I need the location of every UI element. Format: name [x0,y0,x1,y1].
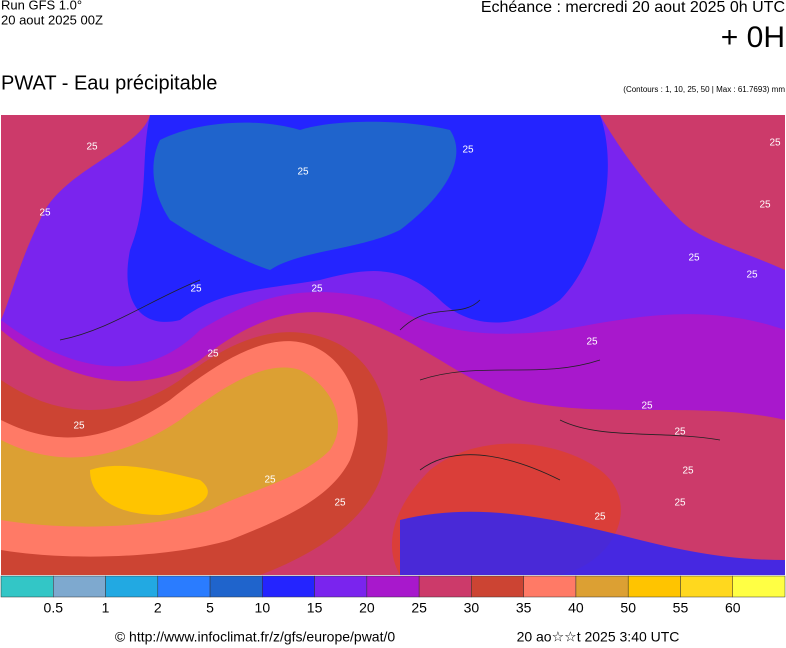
field-55 [90,465,208,515]
forecast-offset: + 0H [721,21,785,54]
colorbar-swatch [418,575,472,598]
contour-label: 25 [39,208,51,219]
colorbar: 0.5 1 2 5 10 15 20 25 30 35 40 50 55 60 [0,575,786,616]
contour-label: 25 [86,142,98,153]
colorbar-swatch [262,575,315,598]
run-date: 20 aout 2025 00Z [1,12,103,27]
colorbar-swatch [0,575,54,598]
colorbar-label: 10 [255,600,271,616]
colorbar-label: 1 [102,600,110,616]
colorbar-swatch [732,575,786,598]
colorbar-swatch [53,575,106,598]
colorbar-swatch [471,575,524,598]
contour-label: 25 [746,270,758,281]
generated-time: 20 ao☆☆t 2025 3:40 UTC [517,629,680,645]
colorbar-swatch [523,575,577,598]
field-50 [1,367,339,527]
contour-label: 25 [759,200,771,211]
field-25-north [1,115,150,320]
colorbar-label: 0.5 [44,600,64,616]
colorbar-swatch [157,575,211,598]
contour-label: 25 [594,512,606,523]
colorbar-label: 35 [516,600,532,616]
contours-note: (Contours : 1, 10, 25, 50 | Max : 61.769… [623,85,785,94]
field-15-sahara [400,511,785,575]
colorbar-label: 2 [154,600,162,616]
colorbar-label: 20 [359,600,375,616]
contour-label: 25 [674,498,686,509]
run-label: Run GFS 1.0° [1,0,82,12]
contour-label: 25 [334,498,346,509]
colorbar-label: 60 [725,600,741,616]
colorbar-swatch [314,575,368,598]
contour-label: 25 [586,337,598,348]
contour-label: 25 [264,475,276,486]
colorbar-swatch [627,575,681,598]
field-25-east [600,115,785,270]
contour-labels: 25 25 25 25 25 25 25 25 25 25 25 25 25 25 25 25 25 25 25 25 [39,138,781,523]
contour-label: 25 [769,138,781,149]
colorbar-label: 50 [620,600,636,616]
colorbar-label: 55 [673,600,689,616]
contour-label: 25 [297,167,309,178]
colorbar-swatch [366,575,420,598]
contour-label: 25 [641,401,653,412]
colorbar-label: 25 [411,600,427,616]
source-url: © http://www.infoclimat.fr/z/gfs/europe/… [115,629,396,645]
colorbar-swatch [680,575,733,598]
contour-label: 25 [674,427,686,438]
contour-label: 25 [190,284,202,295]
colorbar-label: 30 [464,600,480,616]
colorbar-swatch [209,575,263,598]
colorbar-label: 15 [307,600,323,616]
colorbar-swatch [575,575,629,598]
contour-label: 25 [682,466,694,477]
contour-label: 25 [311,284,323,295]
contour-label: 25 [688,253,700,264]
contour-label: 25 [462,145,474,156]
colorbar-label: 5 [206,600,214,616]
map [1,115,785,575]
field-10 [153,121,457,270]
colorbar-label: 40 [568,600,584,616]
contour-label: 25 [73,421,85,432]
echeance: Echéance : mercredi 20 aout 2025 0h UTC [481,0,785,16]
coastlines [59,279,721,481]
contour-label: 25 [207,349,219,360]
colorbar-swatch [105,575,159,598]
map-title: PWAT - Eau précipitable [1,72,217,94]
